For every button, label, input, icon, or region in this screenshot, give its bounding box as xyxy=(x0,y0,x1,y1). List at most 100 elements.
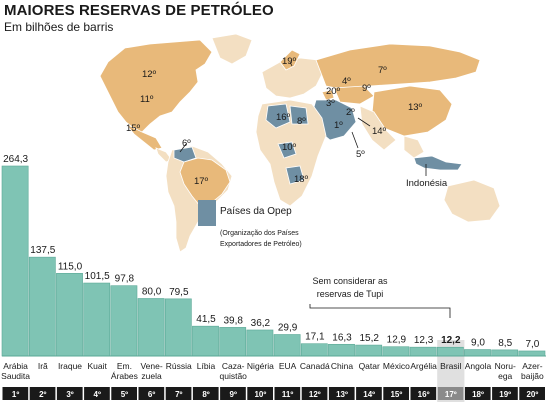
value-label-11: 17,1 xyxy=(305,332,325,343)
rank-box-5 xyxy=(138,387,165,400)
indonesia-label: Indonésia xyxy=(406,178,448,189)
map-rank-label: 20º xyxy=(326,86,341,97)
australia-shape xyxy=(443,179,501,223)
bar-11 xyxy=(300,343,328,357)
algeria-shape xyxy=(265,103,291,129)
map-rank-label: 5º xyxy=(356,149,365,160)
rank-label-10: 11º xyxy=(282,390,293,399)
rank-label-12: 13º xyxy=(336,390,348,399)
pointer-line-5 xyxy=(351,131,359,149)
value-label-13: 15,2 xyxy=(359,333,379,344)
rank-label-9: 10º xyxy=(254,390,266,399)
category-label-1: Irã xyxy=(38,361,48,371)
map-rank-label: 11º xyxy=(140,94,154,105)
rank-label-14: 15º xyxy=(390,390,402,399)
pointer-line-19 xyxy=(289,61,293,67)
value-label-10: 29,9 xyxy=(278,323,298,334)
bar-16 xyxy=(436,346,464,357)
category-label-5: Vene- xyxy=(140,361,162,371)
rank-box-17 xyxy=(464,387,491,400)
map-rank-label: 8º xyxy=(297,116,306,127)
rank-box-11 xyxy=(301,387,328,400)
bar-18 xyxy=(491,349,519,357)
map-rank-label: 2º xyxy=(346,107,355,118)
category-label-6: Rússia xyxy=(166,361,192,371)
opec-legend-sub-1: (Organização dos Países xyxy=(220,230,299,237)
bar-14 xyxy=(382,346,410,357)
rank-label-16: 17º xyxy=(445,390,457,399)
category-label-8: quistão xyxy=(219,371,247,381)
map-rank-label: 6º xyxy=(182,138,191,149)
nigeria-shape xyxy=(277,141,297,159)
value-label-7: 41,5 xyxy=(196,314,216,325)
value-label-15: 12,3 xyxy=(414,335,434,346)
rank-box-16 xyxy=(437,387,464,400)
category-label-0: Arábia xyxy=(3,361,28,371)
category-label-16: Brasil xyxy=(440,361,461,371)
rank-box-19 xyxy=(519,387,545,400)
value-label-9: 36,2 xyxy=(251,318,271,329)
value-label-14: 12,9 xyxy=(387,335,407,346)
tupi-note-line-1: Sem considerar as xyxy=(312,276,388,286)
norway-shape xyxy=(279,49,301,71)
pointer-line-14 xyxy=(357,117,371,127)
russia-shape xyxy=(315,43,481,91)
value-label-16: 12,2 xyxy=(441,335,461,346)
map-rank-label: 7º xyxy=(378,65,387,76)
rank-box-9 xyxy=(247,387,273,400)
category-label-19: Azer- xyxy=(522,361,542,371)
rank-label-2: 3º xyxy=(66,390,73,399)
tupi-note-line-2: reservas de Tupi xyxy=(317,289,384,299)
category-label-2: Iraque xyxy=(58,361,82,371)
opec-legend-sub-2: Exportadores de Petróleo) xyxy=(220,241,302,248)
opec-legend-swatch xyxy=(198,200,216,226)
category-label-4: Árabes xyxy=(111,371,138,381)
rank-box-12 xyxy=(328,387,355,400)
north-america-shape xyxy=(99,39,213,133)
map-rank-label: 17º xyxy=(194,176,209,187)
category-label-17: Angola xyxy=(465,361,492,371)
map-rank-label: 10º xyxy=(282,142,297,153)
map-rank-label: 1º xyxy=(334,120,343,131)
bar-7 xyxy=(192,325,219,357)
value-label-6: 79,5 xyxy=(169,287,189,298)
bar-15 xyxy=(409,346,437,357)
map-rank-label: 19º xyxy=(282,56,297,67)
bar-0 xyxy=(1,165,29,357)
southeast-asia-shape xyxy=(403,135,425,159)
rank-label-3: 4º xyxy=(94,390,101,399)
category-label-8: Caza- xyxy=(222,361,245,371)
category-label-13: Qatar xyxy=(359,361,380,371)
rank-label-5: 6º xyxy=(148,390,155,399)
category-label-7: Líbia xyxy=(197,361,216,371)
greenland-shape xyxy=(211,33,253,65)
bar-4 xyxy=(110,285,138,357)
value-label-1: 137,5 xyxy=(30,245,55,256)
value-label-3: 101,5 xyxy=(85,271,110,282)
map-rank-label: 3º xyxy=(326,98,335,109)
category-label-15: Argélia xyxy=(410,361,437,371)
rank-label-17: 18º xyxy=(472,390,484,399)
bar-2 xyxy=(56,273,83,357)
map-rank-label: 15º xyxy=(126,123,141,134)
rank-box-18 xyxy=(492,387,518,400)
page-title: MAIORES RESERVAS DE PETRÓLEO xyxy=(4,2,274,19)
rank-label-6: 7º xyxy=(175,390,182,399)
category-label-9: Nigéria xyxy=(247,361,274,371)
category-label-12: China xyxy=(331,361,353,371)
map-rank-label: 16º xyxy=(276,112,291,123)
value-label-8: 39,8 xyxy=(223,315,243,326)
value-label-18: 8,5 xyxy=(498,338,512,349)
value-label-4: 97,8 xyxy=(115,274,135,285)
value-label-5: 80,0 xyxy=(142,286,162,297)
rank-label-0: 1º xyxy=(12,390,19,399)
azerbaijan-shape xyxy=(321,89,335,101)
category-label-11: Canadá xyxy=(300,361,330,371)
bar-5 xyxy=(137,298,165,357)
rank-box-8 xyxy=(220,387,246,400)
rank-box-13 xyxy=(356,387,382,400)
category-label-18: Noru- xyxy=(495,361,516,371)
opec-legend-title: Países da Opep xyxy=(220,206,292,217)
rank-box-3 xyxy=(84,387,110,400)
